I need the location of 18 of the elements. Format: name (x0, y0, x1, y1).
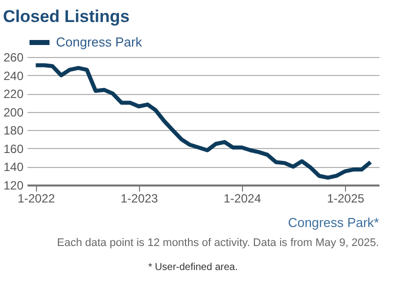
text: * User-defined area. (148, 262, 238, 273)
y-tick-label: 260 (3, 50, 24, 64)
y-tick-label: 180 (3, 124, 24, 138)
line-series (34, 63, 373, 180)
y-tick-label: 140 (3, 160, 24, 174)
x-tick-label: 1-2025 (326, 192, 365, 206)
y-tick-label: 160 (3, 142, 24, 156)
y-tick-label: 240 (3, 68, 24, 83)
text: Congress Park* (288, 215, 379, 230)
legend-label: Congress Park (56, 34, 142, 50)
y-tick-label: 120 (3, 178, 24, 192)
x-tick-label: 1-2024 (224, 192, 262, 206)
x-tick-label: 1-2022 (18, 192, 56, 206)
text: Each data point is 12 months of activity. Data is from May 9, 2025. (56, 237, 379, 249)
chart-title: Closed Listings (2, 7, 130, 26)
y-tick-label: 200 (3, 105, 24, 120)
y-tick-label: 220 (3, 87, 24, 102)
x-tick-label: 1-2023 (120, 192, 158, 206)
